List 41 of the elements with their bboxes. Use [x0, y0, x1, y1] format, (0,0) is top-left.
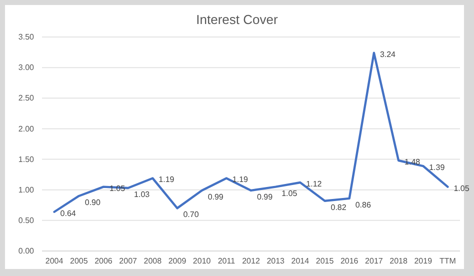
x-tick-label: 2015	[316, 256, 334, 266]
x-tick-label: 2010	[192, 256, 212, 266]
x-tick-label: 2017	[365, 256, 384, 266]
data-label: 0.82	[330, 202, 347, 212]
chart-title: Interest Cover	[196, 12, 278, 27]
data-label: 0.86	[355, 200, 372, 210]
data-label: 1.19	[232, 175, 249, 184]
data-label: 0.99	[208, 192, 224, 202]
x-tick-label: 2019	[414, 256, 433, 266]
data-label: 1.39	[429, 163, 446, 172]
data-label: 1.12	[306, 180, 322, 189]
x-tick-label: 2009	[168, 256, 187, 266]
x-tick-label: 2011	[218, 256, 236, 266]
y-tick-label: 3.00	[18, 63, 35, 72]
y-tick-label: 1.00	[18, 185, 35, 194]
data-label: 0.99	[257, 192, 274, 202]
y-tick-label: 2.00	[18, 124, 35, 134]
x-tick-label: 2012	[242, 256, 260, 266]
data-label: 0.70	[183, 210, 200, 220]
x-tick-label: 2013	[266, 256, 286, 266]
data-label: 1.05	[454, 184, 470, 193]
x-tick-label: 2006	[94, 256, 113, 266]
data-label: 1.03	[134, 190, 150, 200]
x-tick-label: 2004	[45, 256, 64, 266]
x-tick-label: 2008	[144, 256, 162, 266]
x-tick-label: 2014	[291, 256, 310, 266]
x-tick-label: 2005	[70, 256, 88, 266]
y-tick-label: 0.00	[18, 246, 35, 256]
x-tick-label: 2016	[340, 256, 359, 266]
data-label: 3.24	[380, 50, 396, 59]
data-label: 1.05	[282, 188, 298, 198]
data-label: 0.90	[84, 198, 102, 207]
y-tick-label: 3.50	[18, 32, 35, 42]
x-tick-label: 2018	[390, 256, 408, 266]
y-tick-label: 0.50	[18, 216, 35, 225]
data-label: 0.64	[60, 208, 76, 218]
y-tick-label: 1.50	[18, 154, 35, 164]
x-tick-label: 2007	[119, 256, 138, 266]
data-label: 1.19	[158, 175, 175, 184]
x-tick-label: TTM	[439, 256, 456, 266]
y-tick-label: 2.50	[18, 94, 35, 103]
